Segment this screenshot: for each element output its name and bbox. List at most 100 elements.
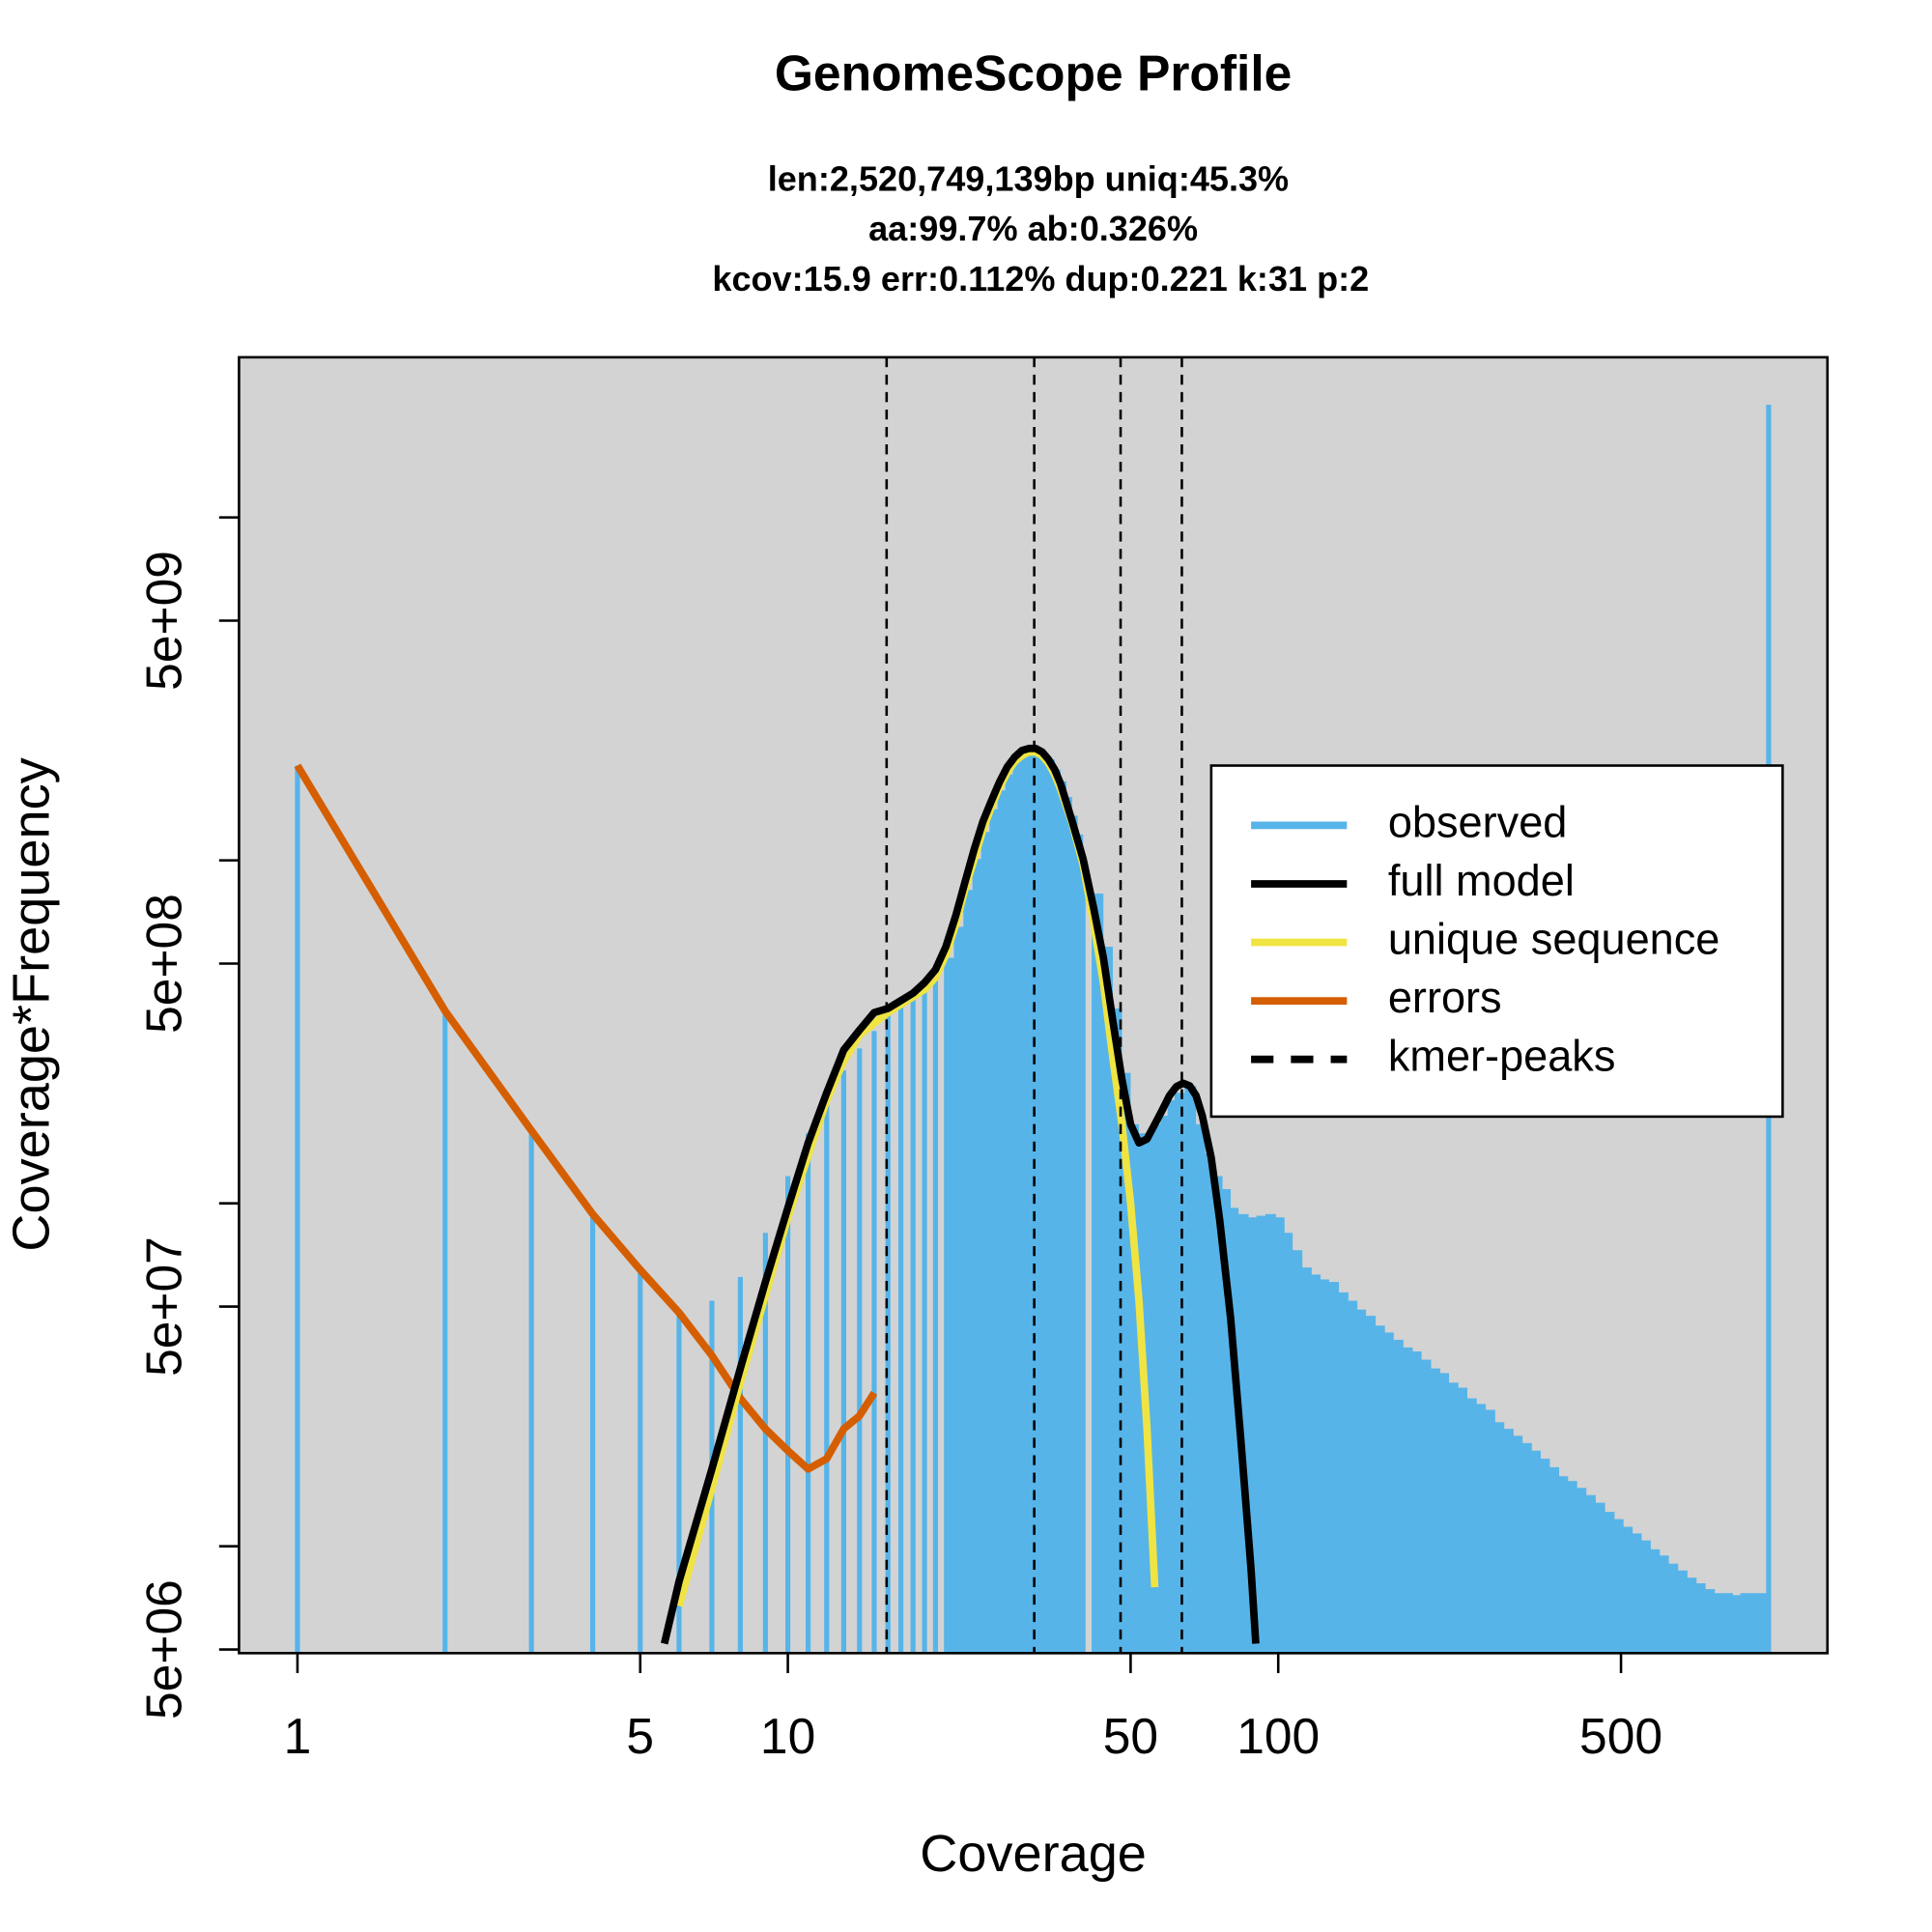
bar	[1012, 761, 1022, 1654]
bar	[1059, 781, 1067, 1654]
bar	[980, 832, 992, 1654]
y-tick-label: 5e+08	[136, 894, 192, 1034]
bar	[806, 1133, 811, 1654]
y-tick-label: 5e+09	[136, 551, 192, 691]
bar	[1019, 753, 1030, 1654]
x-tick-label: 100	[1236, 1708, 1320, 1764]
bar	[1128, 1123, 1140, 1654]
bar	[1456, 1387, 1467, 1654]
bar	[1120, 1072, 1131, 1654]
bar	[1658, 1555, 1669, 1654]
bar	[737, 1276, 743, 1654]
bar	[1229, 1208, 1239, 1654]
bar	[1438, 1373, 1450, 1654]
bar	[1666, 1563, 1679, 1654]
bar	[871, 1031, 877, 1654]
bar	[1584, 1494, 1596, 1654]
bar	[1355, 1309, 1367, 1654]
bar	[1529, 1450, 1541, 1654]
bar	[972, 859, 983, 1654]
bar	[1648, 1548, 1661, 1654]
bar	[1145, 1133, 1155, 1654]
bar	[1065, 797, 1072, 1654]
bar	[824, 1095, 830, 1654]
bar	[1174, 1093, 1187, 1654]
bar	[1511, 1435, 1523, 1654]
bar	[1039, 753, 1049, 1654]
bar	[1612, 1519, 1624, 1654]
bar	[1152, 1123, 1163, 1654]
bar	[1111, 1008, 1122, 1654]
model-line	[660, 744, 1260, 1645]
plot-frame	[238, 355, 1830, 1655]
bar	[910, 993, 916, 1654]
bar	[1319, 1279, 1329, 1654]
bar	[1374, 1325, 1385, 1654]
y-tick-label: 5e+07	[136, 1236, 192, 1377]
bar	[1502, 1429, 1514, 1654]
bar	[1101, 947, 1114, 1654]
bar	[1337, 1292, 1349, 1654]
bar	[1740, 1593, 1751, 1654]
bar	[1447, 1382, 1459, 1654]
bar	[1027, 750, 1037, 1654]
legend-label: observed	[1388, 797, 1568, 846]
x-axis-label: Coverage	[920, 1825, 1147, 1883]
bar	[1291, 1250, 1303, 1654]
bar	[1713, 1593, 1724, 1654]
bar	[1631, 1533, 1642, 1654]
bar	[1593, 1502, 1605, 1654]
legend-label: kmer-peaks	[1388, 1032, 1616, 1081]
bar	[1274, 1217, 1285, 1654]
legend-label: unique sequence	[1388, 914, 1720, 963]
legend-label: errors	[1388, 973, 1502, 1022]
bar	[1621, 1526, 1634, 1654]
bar	[1603, 1512, 1615, 1654]
bar	[1391, 1339, 1404, 1654]
bar	[1575, 1488, 1587, 1654]
bar	[1520, 1442, 1532, 1654]
chart-subtitle: aa:99.7% ab:0.326%	[868, 209, 1198, 248]
bar	[1548, 1466, 1560, 1654]
bar	[897, 1002, 904, 1654]
chart-title: GenomeScope Profile	[775, 45, 1292, 101]
bar	[1364, 1316, 1377, 1654]
bar	[1211, 1176, 1223, 1654]
bar	[840, 1070, 846, 1654]
x-tick-label: 1	[284, 1708, 312, 1764]
bar	[1401, 1347, 1413, 1654]
y-tick-label: 5e+06	[136, 1579, 192, 1719]
bar	[1703, 1589, 1716, 1654]
bar	[1220, 1188, 1232, 1654]
bar	[1758, 1593, 1769, 1654]
bar	[1203, 1152, 1214, 1654]
bar	[528, 1130, 534, 1654]
bar	[1052, 769, 1061, 1654]
bar	[1264, 1213, 1277, 1654]
bar	[963, 890, 975, 1654]
x-tick-label: 500	[1579, 1708, 1662, 1764]
bar	[638, 1271, 643, 1654]
legend: observed full model unique sequence errors k…	[1209, 764, 1784, 1119]
chart-subtitle: len:2,520,749,139bp uniq:45.3%	[768, 159, 1289, 199]
bar	[1069, 815, 1078, 1654]
bar	[1092, 894, 1104, 1654]
bar	[1246, 1217, 1259, 1654]
bar	[997, 790, 1008, 1654]
bar	[1721, 1593, 1734, 1654]
bar	[922, 985, 927, 1654]
bar	[1309, 1274, 1321, 1654]
bar	[1300, 1267, 1312, 1654]
bar	[1167, 1099, 1177, 1654]
bar	[1429, 1368, 1440, 1654]
bar	[944, 957, 956, 1654]
bar	[1005, 774, 1015, 1654]
chart-subtitle: kcov:15.9 err:0.112% dup:0.221 k:31 p:2	[712, 259, 1369, 298]
bar	[1749, 1593, 1761, 1654]
y-axis-label: Coverage*Frequency	[2, 757, 60, 1251]
bar	[1282, 1233, 1293, 1654]
bar	[1410, 1350, 1422, 1654]
bar	[932, 977, 938, 1654]
bar	[1326, 1282, 1340, 1654]
